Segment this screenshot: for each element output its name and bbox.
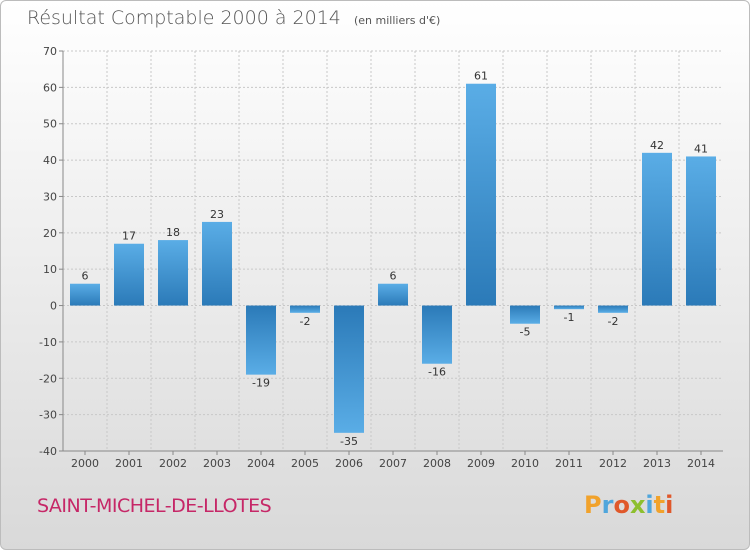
y-tick-label: -10: [39, 336, 57, 349]
x-tick-label-2009: 2009: [467, 457, 495, 470]
logo-letter-t: t: [653, 491, 666, 519]
y-tick-label: 30: [43, 190, 57, 203]
bar-2013: [642, 152, 672, 306]
value-label-2001: 17: [122, 230, 136, 243]
logo-letter-o: o: [613, 491, 630, 519]
bar-2002: [158, 240, 188, 306]
x-tick-label-2014: 2014: [687, 457, 715, 470]
bar-2007: [378, 283, 408, 306]
x-tick-label-2006: 2006: [335, 457, 363, 470]
bar-layer: 6 17 18 23 -19 -2 -35 6 -16 61 -5 -1 -2 42 41: [70, 70, 716, 448]
y-tick-label: -30: [39, 409, 57, 422]
logo-letter-r: r: [601, 491, 614, 519]
y-tick-label: 40: [43, 154, 57, 167]
y-tick-label: -20: [39, 372, 57, 385]
axis-layer: -40 -30 -20 -10 0 10 20 30 40 50 60 70 2000 2001 2002 2…: [39, 45, 723, 470]
value-label-2006: -35: [340, 435, 358, 448]
bar-2004: [246, 305, 276, 375]
bar-2006: [334, 305, 364, 433]
y-tick-label: 60: [43, 81, 57, 94]
value-label-2004: -19: [252, 377, 270, 390]
y-tick-label: 20: [43, 227, 57, 240]
x-tick-label-2005: 2005: [291, 457, 319, 470]
chart-title: Résultat Comptable 2000 à 2014 (en milli…: [27, 7, 440, 29]
x-tick-label-2012: 2012: [599, 457, 627, 470]
y-tick-label: 50: [43, 118, 57, 131]
bar-2001: [114, 243, 144, 306]
value-label-2011: -1: [564, 311, 575, 324]
logo-letter-x: x: [629, 491, 646, 519]
x-tick-label-2002: 2002: [159, 457, 187, 470]
value-label-2012: -2: [608, 315, 619, 328]
y-tick-label: -40: [39, 445, 57, 458]
x-tick-label-2004: 2004: [247, 457, 275, 470]
bar-2011: [554, 305, 584, 310]
bar-2008: [422, 305, 452, 364]
x-tick-label-2003: 2003: [203, 457, 231, 470]
logo-letter-i: i: [645, 491, 654, 519]
y-tick-label: 10: [43, 263, 57, 276]
bar-2005: [290, 305, 320, 313]
value-label-2010: -5: [520, 326, 531, 339]
bar-2003: [202, 221, 232, 306]
value-label-2009: 61: [474, 70, 488, 83]
x-tick-label-2008: 2008: [423, 457, 451, 470]
proxiti-logo[interactable]: Proxiti: [584, 491, 673, 519]
chart-title-main: Résultat Comptable 2000 à 2014: [27, 7, 341, 29]
logo-letter-i2: i: [665, 491, 674, 519]
bar-2010: [510, 305, 540, 324]
bar-2014: [686, 156, 716, 306]
value-label-2000: 6: [82, 270, 89, 283]
value-label-2005: -2: [300, 315, 311, 328]
x-tick-label-2013: 2013: [643, 457, 671, 470]
value-label-2013: 42: [650, 139, 664, 152]
value-label-2008: -16: [428, 366, 446, 379]
x-tick-label-2007: 2007: [379, 457, 407, 470]
value-label-2014: 41: [694, 142, 708, 155]
x-tick-label-2010: 2010: [511, 457, 539, 470]
bar-2000: [70, 283, 100, 306]
x-tick-label-2000: 2000: [71, 457, 99, 470]
y-tick-label: 70: [43, 45, 57, 58]
x-tick-label-2011: 2011: [555, 457, 583, 470]
y-tick-label: 0: [50, 300, 57, 313]
value-label-2002: 18: [166, 226, 180, 239]
value-label-2003: 23: [210, 208, 224, 221]
bar-2009: [466, 83, 496, 306]
bar-2012: [598, 305, 628, 313]
x-tick-label-2001: 2001: [115, 457, 143, 470]
commune-name: SAINT-MICHEL-DE-LLOTES: [37, 495, 272, 517]
logo-letter-p: P: [584, 491, 602, 519]
chart-title-unit: (en milliers d'€): [353, 14, 441, 27]
value-label-2007: 6: [390, 270, 397, 283]
